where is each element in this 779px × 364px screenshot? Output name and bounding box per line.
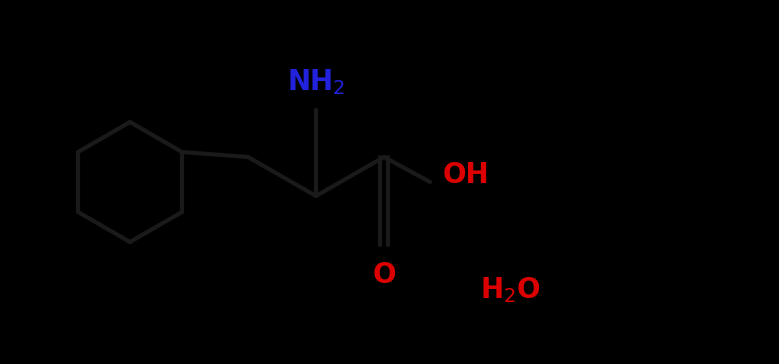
Text: O: O bbox=[372, 261, 396, 289]
Text: OH: OH bbox=[443, 161, 490, 189]
Text: NH$_2$: NH$_2$ bbox=[287, 67, 345, 97]
Text: H$_2$O: H$_2$O bbox=[480, 275, 541, 305]
